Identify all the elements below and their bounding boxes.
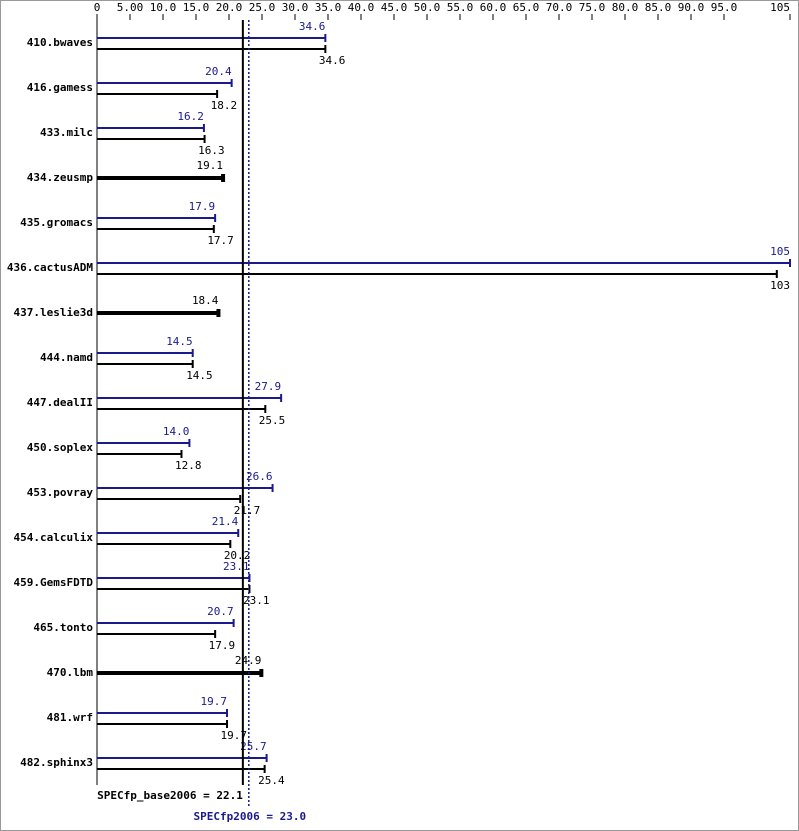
y-tick-label: 444.namd xyxy=(40,351,93,364)
bar xyxy=(97,34,327,42)
value-label: 23.1 xyxy=(243,594,270,607)
bar xyxy=(97,45,327,53)
y-tick-label: 465.tonto xyxy=(33,621,93,634)
x-tick-label: 10.0 xyxy=(150,1,177,14)
bar xyxy=(97,90,219,98)
value-label: 20.4 xyxy=(205,65,232,78)
value-label: 14.5 xyxy=(166,335,193,348)
x-tick-label: 80.0 xyxy=(612,1,639,14)
x-tick-label: 95.0 xyxy=(711,1,738,14)
bar xyxy=(97,709,229,717)
bar xyxy=(97,439,191,447)
y-tick-label: 450.soplex xyxy=(27,441,94,454)
y-tick-label: 482.sphinx3 xyxy=(20,756,93,769)
y-tick-label: 447.dealII xyxy=(27,396,93,409)
y-tick-label: 454.calculix xyxy=(14,531,94,544)
x-tick-label: 105 xyxy=(770,1,790,14)
y-tick-label: 410.bwaves xyxy=(27,36,93,49)
bar xyxy=(97,394,283,402)
value-label: 21.4 xyxy=(212,515,239,528)
x-tick-label: 35.0 xyxy=(315,1,342,14)
bar xyxy=(97,405,267,413)
value-label: 14.5 xyxy=(186,369,213,382)
y-tick-label: 481.wrf xyxy=(47,711,93,724)
value-label: 27.9 xyxy=(255,380,282,393)
bar xyxy=(97,619,235,627)
x-tick-label: 50.0 xyxy=(414,1,441,14)
reference-label: SPECfp2006 = 23.0 xyxy=(194,810,307,823)
bar xyxy=(97,270,778,278)
y-tick-label: 437.leslie3d xyxy=(14,306,93,319)
x-tick-label: 5.00 xyxy=(117,1,144,14)
bar xyxy=(97,720,229,728)
bar xyxy=(97,540,232,548)
x-tick-label: 65.0 xyxy=(513,1,540,14)
x-tick-label: 75.0 xyxy=(579,1,606,14)
value-label: 19.1 xyxy=(197,159,224,172)
value-label: 25.7 xyxy=(240,740,267,753)
value-label: 16.3 xyxy=(198,144,225,157)
bar xyxy=(97,630,217,638)
y-tick-label: 434.zeusmp xyxy=(27,171,94,184)
x-tick-label: 90.0 xyxy=(678,1,705,14)
bar xyxy=(97,765,266,773)
bar xyxy=(97,225,215,233)
value-label: 17.7 xyxy=(207,234,234,247)
x-tick-label: 70.0 xyxy=(546,1,573,14)
value-label: 34.6 xyxy=(299,20,326,33)
y-tick-label: 436.cactusADM xyxy=(7,261,93,274)
value-label: 14.0 xyxy=(163,425,190,438)
value-label: 105 xyxy=(770,245,790,258)
value-label: 19.7 xyxy=(201,695,228,708)
x-tick-label: 0 xyxy=(94,1,101,14)
value-label: 19.7 xyxy=(221,729,248,742)
x-tick-label: 45.0 xyxy=(381,1,408,14)
bar xyxy=(97,214,217,222)
bar xyxy=(97,669,264,677)
value-label: 16.2 xyxy=(177,110,204,123)
x-tick-label: 85.0 xyxy=(645,1,672,14)
y-tick-label: 435.gromacs xyxy=(20,216,93,229)
y-tick-label: 459.GemsFDTD xyxy=(14,576,94,589)
bar xyxy=(97,360,194,368)
bar xyxy=(97,349,194,357)
bar xyxy=(97,79,233,87)
bar xyxy=(97,135,206,143)
x-tick-label: 55.0 xyxy=(447,1,474,14)
x-tick-label: 60.0 xyxy=(480,1,507,14)
x-tick-label: 15.0 xyxy=(183,1,210,14)
bar xyxy=(97,529,240,537)
y-tick-label: 433.milc xyxy=(40,126,93,139)
value-label: 25.4 xyxy=(258,774,285,787)
value-label: 25.5 xyxy=(259,414,286,427)
value-label: 12.8 xyxy=(175,459,202,472)
bar xyxy=(97,450,183,458)
value-label: 18.2 xyxy=(211,99,238,112)
bar xyxy=(97,174,226,182)
value-label: 20.7 xyxy=(207,605,234,618)
x-tick-label: 20.0 xyxy=(216,1,243,14)
y-tick-label: 453.povray xyxy=(27,486,94,499)
y-tick-label: 416.gamess xyxy=(27,81,93,94)
value-label: 18.4 xyxy=(192,294,219,307)
bar xyxy=(97,754,268,762)
x-tick-label: 30.0 xyxy=(282,1,309,14)
x-tick-label: 40.0 xyxy=(348,1,375,14)
bar xyxy=(97,309,221,317)
value-label: 34.6 xyxy=(319,54,346,67)
bar xyxy=(97,495,242,503)
y-tick-label: 470.lbm xyxy=(47,666,94,679)
value-label: 17.9 xyxy=(189,200,216,213)
value-label: 23.1 xyxy=(223,560,250,573)
bar xyxy=(97,124,205,132)
x-tick-label: 25.0 xyxy=(249,1,276,14)
reference-label: SPECfp_base2006 = 22.1 xyxy=(97,789,243,802)
value-label: 17.9 xyxy=(209,639,236,652)
value-label: 103 xyxy=(770,279,790,292)
value-label: 26.6 xyxy=(246,470,273,483)
bar xyxy=(97,259,791,267)
value-label: 21.7 xyxy=(234,504,261,517)
